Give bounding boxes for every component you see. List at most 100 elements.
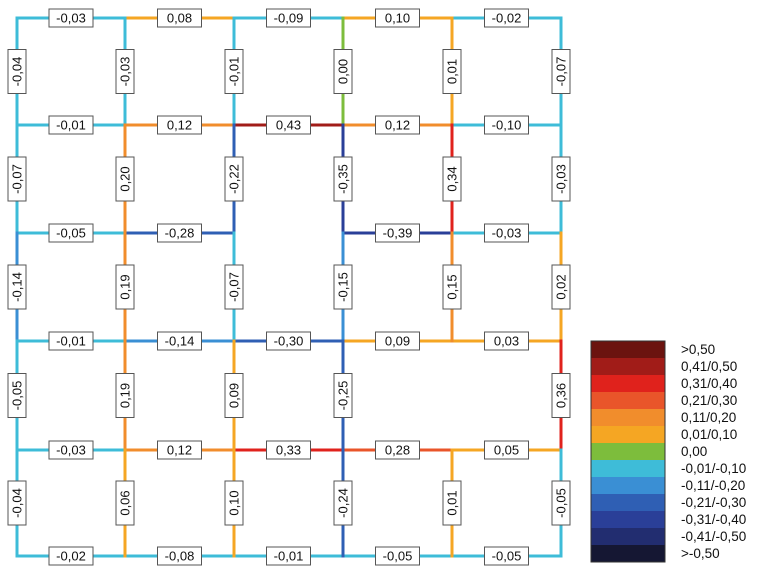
flow-label-box bbox=[484, 331, 529, 351]
flow-label-box bbox=[375, 440, 420, 460]
flow-value: -0,22 bbox=[227, 164, 242, 194]
flow-label: 0,03 bbox=[484, 331, 529, 351]
color-legend: >0,50 0,41/0,50 0,31/0,40 0,21/0,30 0,11/0,2… bbox=[590, 340, 746, 563]
flow-label: 0,12 bbox=[157, 440, 202, 460]
legend-label: >0,50 bbox=[681, 342, 715, 357]
flow-label: -0,28 bbox=[157, 223, 202, 243]
flow-label-box bbox=[333, 156, 353, 202]
flow-value: -0,04 bbox=[10, 488, 25, 518]
legend-label: 0,31/0,40 bbox=[681, 376, 737, 391]
flow-value: -0,02 bbox=[492, 11, 522, 26]
legend-swatch bbox=[591, 375, 665, 392]
flow-label: 0,00 bbox=[333, 49, 353, 94]
flow-label-box bbox=[375, 115, 420, 135]
flow-label-box bbox=[375, 546, 420, 566]
flow-value: 0,01 bbox=[445, 59, 460, 84]
flow-label: 0,08 bbox=[157, 8, 202, 28]
legend-label: 0,00 bbox=[681, 444, 707, 459]
flow-value: -0,14 bbox=[165, 334, 195, 349]
flow-label: -0,14 bbox=[7, 264, 27, 310]
flow-value: -0,07 bbox=[554, 57, 569, 87]
flow-label-box bbox=[48, 331, 94, 351]
flow-label: 0,15 bbox=[442, 264, 462, 310]
flow-value: 0,08 bbox=[167, 11, 192, 26]
flow-label: -0,01 bbox=[48, 331, 94, 351]
flow-value: 0,01 bbox=[445, 490, 460, 515]
flow-value: -0,03 bbox=[554, 164, 569, 194]
flow-value: 0,43 bbox=[276, 118, 301, 133]
flow-value: -0,30 bbox=[274, 334, 304, 349]
flow-label-box bbox=[115, 264, 135, 310]
flow-value: -0,01 bbox=[274, 549, 304, 564]
flow-label: 0,33 bbox=[266, 440, 311, 460]
flow-label-box bbox=[484, 223, 529, 243]
flow-label: -0,08 bbox=[157, 546, 202, 566]
flow-value: 0,36 bbox=[554, 383, 569, 408]
legend-label: -0,11/-0,20 bbox=[681, 478, 745, 493]
flow-value: -0,24 bbox=[336, 488, 351, 518]
flow-label-box bbox=[157, 223, 202, 243]
flow-value: -0,01 bbox=[56, 118, 86, 133]
flow-label-box bbox=[7, 264, 27, 310]
flow-value: -0,05 bbox=[554, 488, 569, 518]
flow-value: 0,28 bbox=[385, 443, 410, 458]
flow-label: 0,10 bbox=[224, 480, 244, 526]
flow-label: -0,39 bbox=[375, 223, 420, 243]
flow-value: 0,10 bbox=[385, 11, 410, 26]
flow-label-box bbox=[375, 8, 420, 28]
flow-label-box bbox=[224, 480, 244, 526]
flow-label: 0,12 bbox=[375, 115, 420, 135]
flow-label: 0,01 bbox=[442, 49, 462, 94]
flow-value: -0,25 bbox=[336, 381, 351, 411]
flow-label-box bbox=[442, 480, 462, 526]
flow-value: 0,09 bbox=[385, 334, 410, 349]
flow-label: -0,05 bbox=[7, 373, 27, 418]
legend-label: 0,11/0,20 bbox=[681, 410, 736, 425]
flow-label: -0,22 bbox=[224, 156, 244, 202]
flow-label: -0,04 bbox=[7, 480, 27, 526]
flow-label-box bbox=[551, 156, 571, 202]
flow-label-box bbox=[266, 546, 311, 566]
flow-label: -0,07 bbox=[551, 49, 571, 94]
flow-value: -0,28 bbox=[165, 226, 195, 241]
flow-label: -0,01 bbox=[48, 115, 94, 135]
flow-label-box bbox=[551, 373, 571, 418]
flow-value: -0,15 bbox=[336, 272, 351, 302]
flow-label-box bbox=[157, 440, 202, 460]
flow-label-box bbox=[266, 440, 311, 460]
flow-value: 0,09 bbox=[227, 383, 242, 408]
flow-label-box bbox=[115, 49, 135, 94]
flow-label: -0,04 bbox=[7, 49, 27, 94]
flow-label-box bbox=[157, 331, 202, 351]
flow-label: 0,34 bbox=[442, 156, 462, 202]
flow-value: -0,09 bbox=[274, 11, 304, 26]
flow-value: -0,39 bbox=[383, 226, 413, 241]
flow-value: 0,06 bbox=[118, 490, 133, 515]
flow-label-box bbox=[333, 264, 353, 310]
flow-value: 0,34 bbox=[445, 166, 460, 191]
flow-label: 0,12 bbox=[157, 115, 202, 135]
flow-label-box bbox=[484, 115, 529, 135]
flow-value: -0,04 bbox=[10, 57, 25, 87]
flow-value: 0,05 bbox=[494, 443, 519, 458]
flow-label-box bbox=[115, 156, 135, 202]
flow-label: -0,03 bbox=[48, 440, 94, 460]
flow-label-box bbox=[551, 49, 571, 94]
flow-label-box bbox=[442, 264, 462, 310]
flow-label: -0,01 bbox=[224, 49, 244, 94]
flow-label-box bbox=[266, 115, 311, 135]
flow-label-box bbox=[224, 49, 244, 94]
flow-value: 0,12 bbox=[385, 118, 410, 133]
flow-label-box bbox=[484, 546, 529, 566]
flow-value: 0,12 bbox=[167, 118, 192, 133]
flow-label-box bbox=[224, 264, 244, 310]
flow-label-box bbox=[266, 331, 311, 351]
legend-label: 0,41/0,50 bbox=[681, 359, 737, 374]
flow-label: -0,35 bbox=[333, 156, 353, 202]
flow-label: -0,07 bbox=[224, 264, 244, 310]
flow-value: -0,03 bbox=[56, 443, 86, 458]
flow-value: 0,15 bbox=[445, 274, 460, 299]
flow-value: -0,01 bbox=[56, 334, 86, 349]
flow-label: 0,01 bbox=[442, 480, 462, 526]
flow-label-box bbox=[48, 8, 94, 28]
